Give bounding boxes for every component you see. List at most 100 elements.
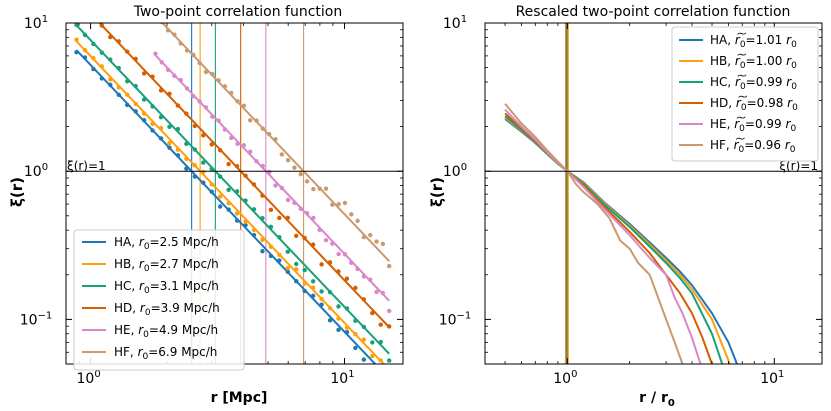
data-point-he [153,51,158,56]
data-point-ha [192,174,198,179]
data-point-hf [279,152,284,157]
data-point-he [165,67,171,72]
data-point-ha [91,66,96,72]
data-point-hd [243,173,248,178]
data-point-hb [175,147,181,152]
left-chart-title: Two-point correlation function [133,4,342,20]
data-point-he [380,290,386,296]
data-point-hf [380,241,386,247]
data-point-hc [192,147,198,152]
data-point-hb [327,305,333,311]
data-point-hc [150,104,155,109]
data-point-hf [197,60,202,66]
data-point-hf [273,137,278,142]
data-point-hc [125,79,130,84]
data-point-hc [82,32,88,38]
y-tick-label: 101 [443,14,467,32]
data-point-ha [99,76,105,81]
data-point-ha [268,253,274,259]
data-point-hb [353,331,358,337]
data-point-hd [83,4,87,8]
data-point-he [247,149,253,154]
data-point-he [330,241,335,246]
data-point-hf [336,201,341,207]
data-point-hd [91,16,95,20]
data-point-ha [379,371,383,375]
data-point-hf [355,218,360,223]
data-point-he [222,127,228,132]
data-point-hd [234,163,240,169]
data-point-hc [268,224,274,230]
data-point-hc [99,50,105,55]
data-point-ha [201,180,206,185]
data-point-hc [116,65,121,71]
data-point-hf [374,239,379,244]
data-point-hb [158,125,164,131]
data-point-he [235,141,240,147]
data-point-ha [277,258,282,263]
data-point-hd [209,142,214,147]
rescaled-curve-he [504,109,702,364]
data-point-hb [192,163,198,168]
data-point-hd [201,133,206,138]
data-point-hc [386,358,392,363]
data-point-hb [234,211,240,216]
data-point-ha [158,136,164,141]
data-point-hc [302,267,307,273]
data-point-hf [368,232,373,238]
data-point-he [342,252,348,257]
data-point-hb [319,296,324,302]
data-point-ha [251,232,257,238]
data-point-he [184,86,190,91]
data-point-hb [116,85,121,90]
data-point-he [266,169,272,175]
rescaled-legend-label-hf: HF, r͠0=0.96 r0 [710,138,796,155]
data-point-hd [361,297,367,302]
left-legend-box [73,229,245,371]
data-point-hd [167,91,172,97]
data-point-ha [167,145,172,150]
data-point-hb [201,169,206,175]
data-point-hb [285,265,290,271]
data-point-ha [209,189,214,194]
data-point-hb [378,358,383,363]
data-point-hf [386,263,392,269]
data-point-hf [311,186,316,192]
x-tick-label: 100 [553,369,577,387]
data-point-ha [387,382,391,386]
data-point-hc [141,97,147,102]
data-point-hc [184,141,189,147]
data-point-hf [216,78,221,83]
left-x-axis-label: r [Mpc] [211,390,268,406]
data-point-hc [167,124,172,130]
data-point-hf [254,118,259,123]
data-point-he [386,308,392,314]
data-point-hb [387,374,391,378]
data-point-hf [292,165,297,170]
data-point-he [355,266,360,272]
data-point-ha [319,302,324,307]
data-point-ha [133,109,138,114]
data-point-hd [378,322,383,327]
x-tick-label: 101 [330,369,354,387]
data-point-hd [108,34,113,40]
data-point-ha [82,55,88,60]
data-point-he [260,163,266,169]
data-point-hc [327,290,333,295]
data-point-ha [125,102,130,108]
right-chart-title: Rescaled two-point correlation function [516,4,791,20]
rescaled-legend-label-hb: HB, r͠0=1.00 r0 [710,54,797,71]
data-point-hd [370,310,375,316]
right-panel-rescaled-correlation: Rescaled two-point correlation function … [428,4,823,409]
data-point-hb [226,201,231,206]
rescaled-legend-label-ha: HA, r͠0=1.01 r0 [710,33,797,50]
y-tick-label: 101 [24,14,48,32]
data-point-hf [247,118,253,123]
data-point-ha [370,364,374,368]
data-point-he [279,185,284,191]
data-point-he [374,289,379,295]
data-point-hb [141,111,147,116]
data-point-hb [150,121,155,127]
data-point-hc [285,249,290,254]
data-point-hf [330,202,335,207]
